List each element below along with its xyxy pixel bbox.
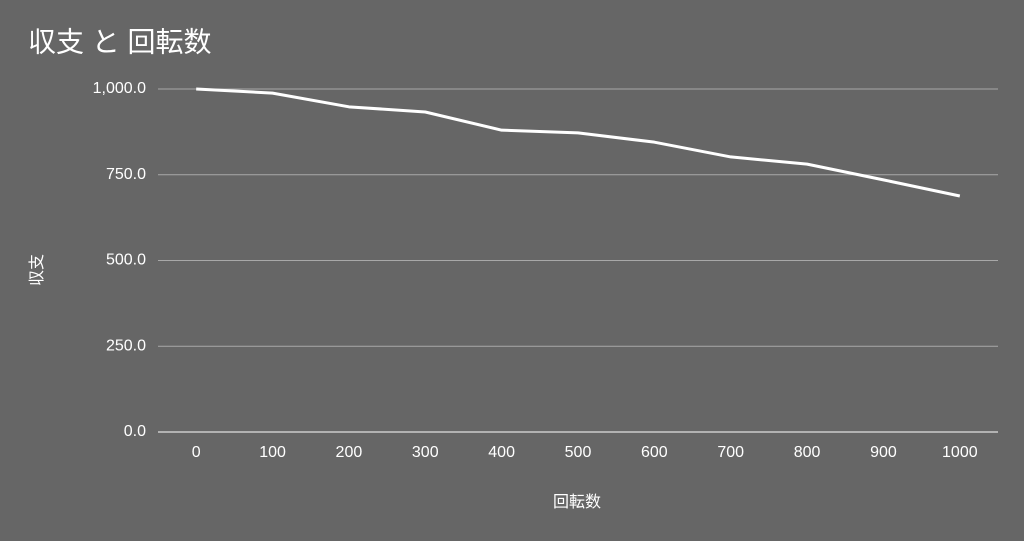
y-tick-label: 0.0 <box>124 423 146 440</box>
x-tick-label: 300 <box>412 444 439 461</box>
chart-title: 収支 と 回転数 <box>28 26 212 57</box>
x-tick-label: 200 <box>336 444 363 461</box>
y-tick-label: 750.0 <box>106 166 146 183</box>
y-tick-label: 500.0 <box>106 252 146 269</box>
x-tick-label: 600 <box>641 444 668 461</box>
x-tick-label: 400 <box>488 444 515 461</box>
y-tick-label: 250.0 <box>106 337 146 354</box>
y-axis-label: 収支 <box>28 254 46 286</box>
x-tick-label: 500 <box>565 444 592 461</box>
series-line <box>196 87 961 198</box>
x-tick-label: 700 <box>717 444 744 461</box>
x-tick-label: 800 <box>794 444 821 461</box>
x-tick-label: 900 <box>870 444 897 461</box>
x-tick-label: 1000 <box>942 444 978 461</box>
x-tick-label: 0 <box>192 444 201 461</box>
x-tick-label: 100 <box>259 444 286 461</box>
x-axis-label: 回転数 <box>553 493 601 511</box>
y-tick-label: 1,000.0 <box>93 80 146 97</box>
